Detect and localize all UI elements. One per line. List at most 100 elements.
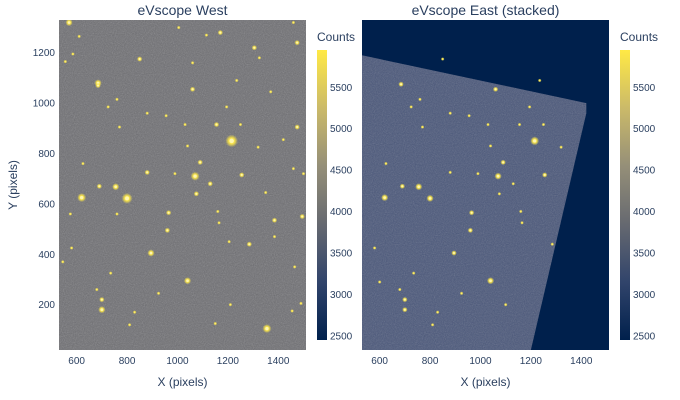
star-point	[291, 166, 296, 171]
star-core	[400, 83, 403, 86]
star-core	[401, 185, 404, 188]
star-point	[132, 310, 137, 315]
y-tick-label: 400	[38, 250, 55, 261]
x-axis-title-1: X (pixels)	[157, 375, 207, 389]
y-tick-label: 800	[38, 149, 55, 160]
star-core	[98, 185, 101, 188]
heatmap-panel-2: eVscope East (stacked) 600 800 1000 1200 1400…	[362, 2, 658, 389]
star-point	[559, 145, 563, 150]
star-point	[440, 57, 445, 61]
star-point	[272, 234, 277, 239]
star-point	[520, 220, 524, 225]
star-point	[435, 310, 440, 315]
star-point	[115, 212, 119, 216]
star-point	[459, 291, 464, 296]
star-point	[173, 171, 177, 176]
star-point	[292, 265, 297, 269]
star-core	[97, 84, 100, 87]
star-core	[100, 308, 104, 311]
panel-title-1: eVscope West	[137, 2, 227, 18]
x-tick-label: 1400	[267, 356, 290, 367]
star-core	[167, 211, 170, 214]
star-core	[253, 46, 256, 49]
star-core	[215, 123, 218, 126]
star-core	[296, 41, 299, 44]
star-core	[149, 251, 153, 255]
colorbar-tick-label: 3000	[330, 290, 353, 301]
star-point	[115, 97, 119, 102]
star-core	[296, 126, 299, 129]
star-point	[268, 89, 273, 94]
colorbar-tick-label: 5000	[330, 124, 353, 135]
star-point	[164, 113, 168, 118]
star-point	[108, 271, 113, 275]
y-axis-title: Y (pixels)	[6, 160, 20, 210]
star-point	[63, 59, 68, 64]
star-core	[489, 279, 492, 283]
star-point	[550, 242, 555, 246]
star-core	[265, 326, 269, 331]
colorbar-tick-label: 4500	[633, 166, 656, 177]
colorbar-tick-label: 3500	[633, 249, 656, 260]
star-point	[377, 280, 382, 284]
star-core	[470, 211, 473, 214]
panel-title-2: eVscope East (stacked)	[412, 2, 560, 18]
star-core	[67, 21, 71, 24]
star-point	[518, 209, 523, 214]
star-core	[114, 185, 117, 189]
star-point	[448, 170, 453, 175]
colorbar-tick-label: 5000	[633, 124, 656, 135]
star-point	[183, 122, 187, 127]
star-point	[411, 271, 416, 275]
star-core	[417, 185, 420, 189]
star-point	[541, 122, 546, 127]
star-point	[430, 323, 435, 327]
y-tick-label: 1000	[33, 99, 56, 110]
star-point	[488, 144, 493, 148]
star-core	[199, 161, 202, 164]
star-core	[240, 173, 243, 176]
star-point	[217, 220, 221, 225]
colorbar-title-2: Counts	[620, 30, 658, 44]
star-point	[398, 287, 402, 292]
star-point	[301, 171, 306, 176]
star-core	[193, 174, 197, 178]
x-tick-label: 800	[119, 356, 136, 367]
x-tick-label: 600	[68, 356, 85, 367]
star-point	[372, 246, 377, 250]
star-point	[228, 302, 233, 307]
star-point	[448, 111, 453, 116]
star-point	[497, 192, 502, 196]
star-point	[418, 97, 422, 102]
star-point	[71, 52, 75, 56]
star-point	[263, 190, 268, 195]
star-point	[224, 105, 229, 109]
colorbar-tick-label: 3500	[330, 249, 353, 260]
star-core	[100, 298, 103, 301]
star-point	[290, 309, 294, 313]
star-core	[273, 219, 276, 222]
star-point	[60, 260, 65, 264]
star-point	[117, 125, 122, 129]
star-point	[176, 25, 181, 30]
star-point	[95, 287, 99, 292]
star-point	[156, 291, 161, 296]
star-core	[125, 196, 129, 201]
star-point	[213, 321, 218, 326]
star-point	[291, 20, 296, 25]
star-core	[502, 161, 505, 164]
star-point	[467, 113, 471, 118]
star-point	[185, 144, 190, 148]
colorbar-tick-label: 5500	[330, 83, 353, 94]
star-point	[527, 105, 532, 109]
star-point	[486, 122, 490, 127]
star-point	[238, 122, 243, 127]
star-point	[476, 171, 480, 176]
star-core	[138, 58, 141, 61]
star-point	[257, 55, 262, 60]
star-core	[146, 171, 149, 174]
y-tick-label: 200	[38, 300, 55, 311]
colorbar-2	[620, 50, 630, 340]
star-point	[234, 78, 239, 83]
